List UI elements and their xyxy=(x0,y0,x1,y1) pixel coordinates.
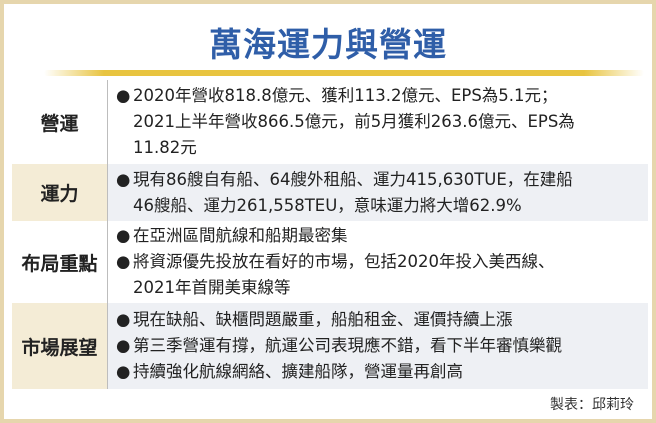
title-divider xyxy=(44,70,644,76)
bullet-icon: ● xyxy=(116,336,131,355)
list-item: ● 2020年營收818.8億元、獲利113.2億元、EPS為5.1元； xyxy=(116,83,648,109)
item-text: 第三季營運有撐，航運公司表現應不錯，看下半年審慎樂觀 xyxy=(133,336,562,355)
row-operations: 營運 ● 2020年營收818.8億元、獲利113.2億元、EPS為5.1元； 2… xyxy=(12,80,648,164)
item-text: 現在缺船、缺櫃問題嚴重，船舶租金、運價持續上漲 xyxy=(133,310,513,329)
row-content: ● 2020年營收818.8億元、獲利113.2億元、EPS為5.1元； 2021… xyxy=(108,80,648,164)
row-label: 運力 xyxy=(12,164,108,221)
list-item: ● 第三季營運有撐，航運公司表現應不錯，看下半年審慎樂觀 xyxy=(116,333,648,359)
row-content: ● 現有86艘自有船、64艘外租船、運力415,630TUE，在建船 46艘船、運… xyxy=(108,164,648,221)
list-item-continuation: 46艘船、運力261,558TEU，意味運力將大增62.9% xyxy=(116,193,648,219)
row-content: ● 現在缺船、缺櫃問題嚴重，船舶租金、運價持續上漲 ● 第三季營運有撐，航運公司表現… xyxy=(108,303,648,389)
item-text: 現有86艘自有船、64艘外租船、運力415,630TUE，在建船 xyxy=(133,169,573,189)
item-text: 2021上半年營收866.5億元，前5月獲利263.6億元、EPS為 xyxy=(133,112,575,131)
row-outlook: 市場展望 ● 現在缺船、缺櫃問題嚴重，船舶租金、運價持續上漲 ● 第三季營運有撐，航… xyxy=(12,303,648,389)
item-text: 在亞洲區間航線和船期最密集 xyxy=(133,226,348,245)
list-item: ● 持續強化航線網絡、擴建船隊，營運量再創高 xyxy=(116,359,648,385)
bullet-icon: ● xyxy=(116,86,131,105)
list-item-continuation: 2021上半年營收866.5億元，前5月獲利263.6億元、EPS為 xyxy=(116,109,648,135)
row-label: 市場展望 xyxy=(12,303,108,389)
bullet-icon: ● xyxy=(116,226,131,245)
item-text: 2021年首開美東線等 xyxy=(133,278,291,297)
list-item-continuation: 2021年首開美東線等 xyxy=(116,275,648,301)
page-title: 萬海運力與營運 xyxy=(209,25,447,64)
list-item: ● 將資源優先投放在看好的市場，包括2020年投入美西線、 xyxy=(116,249,648,275)
item-text: 11.82元 xyxy=(133,138,197,157)
row-capacity: 運力 ● 現有86艘自有船、64艘外租船、運力415,630TUE，在建船 46艘… xyxy=(12,164,648,221)
item-text: 2020年營收818.8億元、獲利113.2億元、EPS為5.1元； xyxy=(133,86,558,105)
bullet-icon: ● xyxy=(116,362,131,381)
row-strategy: 布局重點 ● 在亞洲區間航線和船期最密集 ● 將資源優先投放在看好的市場，包括202… xyxy=(12,221,648,303)
list-item: ● 現在缺船、缺櫃問題嚴重，船舶租金、運價持續上漲 xyxy=(116,307,648,333)
item-text: 46艘船、運力261,558TEU，意味運力將大增62.9% xyxy=(133,195,522,215)
credit-line: 製表：邱莉玲 xyxy=(550,397,634,413)
item-text: 將資源優先投放在看好的市場，包括2020年投入美西線、 xyxy=(133,252,555,271)
row-label: 布局重點 xyxy=(12,221,108,303)
bullet-icon: ● xyxy=(116,169,131,189)
bullet-icon: ● xyxy=(116,252,131,271)
list-item-continuation: 11.82元 xyxy=(116,135,648,161)
bullet-icon: ● xyxy=(116,310,131,329)
item-text: 持續強化航線網絡、擴建船隊，營運量再創高 xyxy=(133,362,463,381)
list-item: ● 在亞洲區間航線和船期最密集 xyxy=(116,223,648,249)
row-content: ● 在亞洲區間航線和船期最密集 ● 將資源優先投放在看好的市場，包括2020年投入美… xyxy=(108,221,648,303)
list-item: ● 現有86艘自有船、64艘外租船、運力415,630TUE，在建船 xyxy=(116,167,648,193)
row-label: 營運 xyxy=(12,80,108,164)
